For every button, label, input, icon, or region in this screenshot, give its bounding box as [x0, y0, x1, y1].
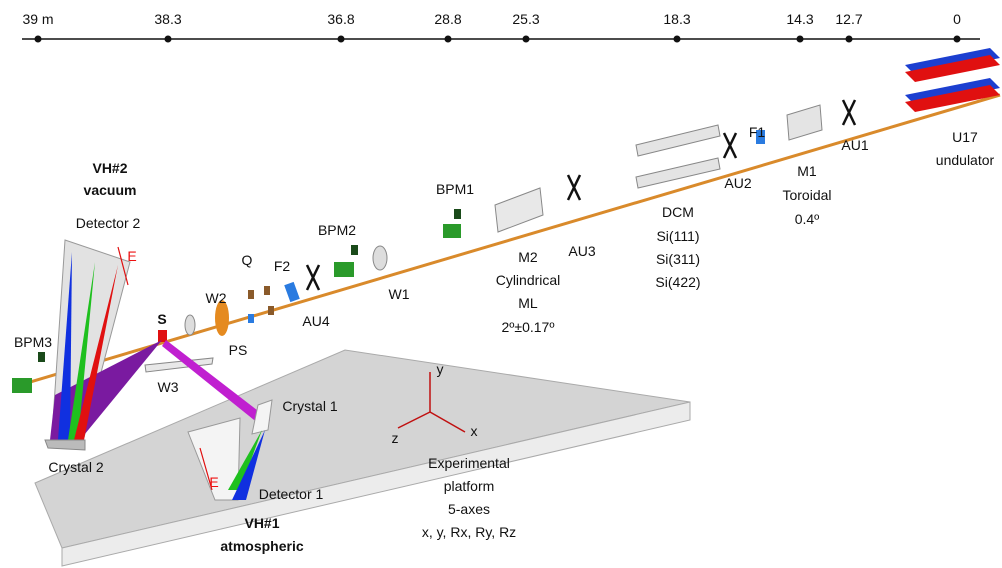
label: Si(311) — [656, 251, 700, 267]
label: 2º±0.17º — [502, 319, 555, 335]
scale-dot — [845, 35, 853, 43]
label: AU4 — [302, 313, 329, 329]
label: BPM3 — [14, 334, 52, 350]
label: BPM2 — [318, 222, 356, 238]
scale-label: 39 m — [22, 11, 53, 27]
label: E — [127, 248, 136, 264]
label: ML — [518, 295, 538, 311]
axis-label: y — [437, 361, 444, 377]
label: Detector 2 — [76, 215, 141, 231]
label: W1 — [389, 286, 410, 302]
label: Cylindrical — [496, 272, 561, 288]
label: x, y, Rx, Ry, Rz — [422, 524, 516, 540]
scale-dot — [337, 35, 345, 43]
label: VH#2 — [92, 160, 127, 176]
scale-label: 0 — [953, 11, 961, 27]
axis-label: z — [392, 430, 399, 446]
label: W3 — [158, 379, 179, 395]
label: M1 — [797, 163, 817, 179]
scale-dot — [444, 35, 452, 43]
label: AU3 — [568, 243, 595, 259]
label: W2 — [206, 290, 227, 306]
label: Experimental — [428, 455, 510, 471]
scale-dot — [34, 35, 42, 43]
label: Si(422) — [655, 274, 700, 290]
apertures — [305, 99, 857, 291]
label: 0.4º — [795, 211, 820, 227]
label: vacuum — [84, 182, 137, 198]
platform-top — [34, 349, 691, 549]
beam — [19, 93, 1001, 387]
platform-front — [61, 401, 691, 567]
label: AU2 — [724, 175, 751, 191]
label: undulator — [936, 152, 995, 168]
vh2-rays — [44, 239, 162, 451]
scale-label: 36.8 — [327, 11, 354, 27]
vh1-rays — [144, 340, 273, 501]
scale-label: 12.7 — [835, 11, 862, 27]
axis-label: x — [471, 423, 478, 439]
label: E — [209, 474, 218, 490]
label: Detector 1 — [259, 486, 324, 502]
label: DCM — [662, 204, 694, 220]
label: 5-axes — [448, 501, 490, 517]
distance-scale: 39 m 38.3 36.8 28.8 25.3 18.3 14.3 12.7 0 — [22, 11, 980, 43]
label: atmospheric — [220, 538, 303, 554]
scale-label: 28.8 — [434, 11, 461, 27]
label: M2 — [518, 249, 538, 265]
label: Q — [242, 252, 253, 268]
scale-label: 38.3 — [154, 11, 181, 27]
label: Crystal 1 — [282, 398, 337, 414]
scale-dot — [164, 35, 172, 43]
scale-dot — [796, 35, 804, 43]
label: U17 — [952, 129, 978, 145]
components — [12, 130, 765, 393]
platform-axes — [397, 372, 466, 433]
label: F2 — [274, 258, 291, 274]
label: Toroidal — [782, 187, 831, 203]
scale-dot — [522, 35, 530, 43]
scale-dot — [953, 35, 961, 43]
dcm-crystal — [635, 157, 721, 189]
mirror-m2 — [494, 187, 544, 233]
mirror-m1 — [786, 104, 823, 141]
label: S — [157, 311, 166, 327]
label: Crystal 2 — [48, 459, 103, 475]
label: platform — [444, 478, 495, 494]
label: BPM1 — [436, 181, 474, 197]
label: Si(111) — [656, 228, 699, 244]
scale-label: 14.3 — [786, 11, 813, 27]
label: AU1 — [841, 137, 868, 153]
label: F1 — [749, 124, 766, 140]
undulator — [905, 48, 1000, 112]
scale-dot — [673, 35, 681, 43]
label: VH#1 — [244, 515, 279, 531]
label: PS — [229, 342, 248, 358]
dcm-crystal — [635, 124, 721, 157]
scale-label: 18.3 — [663, 11, 690, 27]
scale-label: 25.3 — [512, 11, 539, 27]
